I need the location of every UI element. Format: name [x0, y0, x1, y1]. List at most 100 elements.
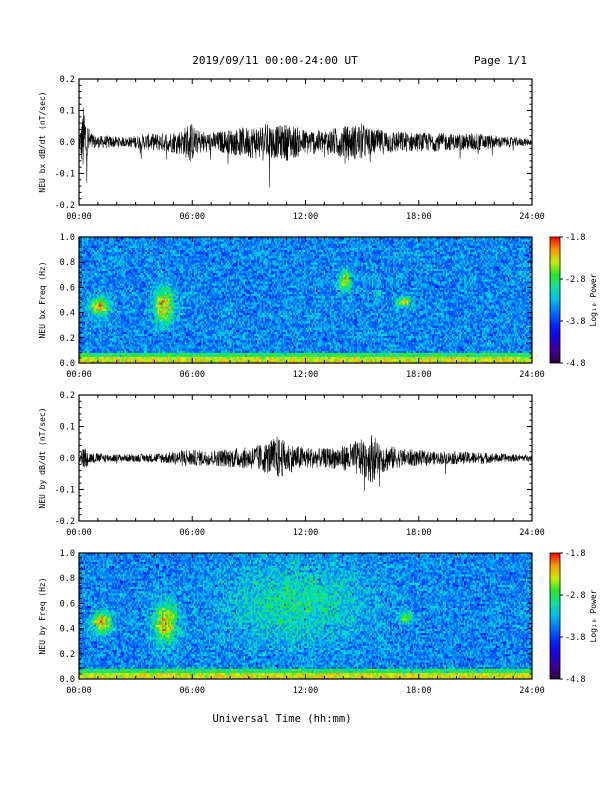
spectrogram-cell — [127, 300, 130, 303]
spectrogram-cell — [124, 297, 127, 301]
spectrogram-cell — [122, 247, 125, 250]
spectrogram-cell — [140, 247, 143, 250]
spectrogram-cell — [130, 297, 133, 301]
spectrogram-cell — [124, 342, 127, 345]
spectrogram-cell — [104, 314, 107, 318]
spectrogram-cell — [95, 281, 98, 284]
spectrogram-cell — [80, 251, 83, 255]
spectrogram-cell — [85, 245, 87, 248]
spectrogram-cell — [98, 323, 101, 326]
spectrogram-cell — [98, 327, 101, 330]
spectrogram-cell — [125, 339, 128, 343]
spectrogram-cell — [116, 331, 119, 334]
spectrogram-cell — [127, 264, 130, 267]
spectrogram-cell — [112, 323, 115, 326]
spectrogram-cell — [88, 251, 90, 255]
spectrogram-cell — [101, 325, 104, 328]
spectrogram-cell — [122, 241, 125, 244]
spectrogram-cell — [127, 327, 130, 330]
spectrogram-cell — [83, 304, 86, 307]
spectrogram-cell — [140, 346, 143, 349]
spectrogram-cell — [113, 304, 116, 307]
spectrogram-cell — [88, 255, 90, 259]
spectrogram-cell — [80, 344, 83, 347]
spectrogram-cell — [119, 255, 122, 259]
spectrogram-cell — [127, 354, 130, 358]
spectrogram-cell — [127, 255, 130, 259]
spectrogram-cell — [130, 245, 133, 248]
spectrogram-cell — [125, 255, 128, 259]
spectrogram-cell — [79, 352, 81, 355]
spectrogram-cell — [115, 270, 118, 274]
spectrogram-cell — [112, 337, 115, 341]
spectrogram-cell — [115, 295, 118, 299]
spectrogram-cell — [107, 318, 110, 322]
spectrogram-cell — [142, 237, 145, 240]
spectrogram-cell — [122, 329, 125, 332]
spectrogram-cell — [124, 318, 127, 322]
spectrogram-cell — [142, 272, 145, 276]
spectrogram-cell — [122, 342, 125, 345]
spectrogram-cell — [112, 331, 115, 334]
spectrogram-cell — [139, 245, 142, 248]
spectrogram-cell — [107, 346, 110, 349]
spectrogram-cell — [101, 291, 104, 295]
spectrogram-cell — [86, 262, 89, 265]
spectrogram-cell — [88, 268, 90, 271]
spectrogram-cell — [100, 253, 103, 257]
spectrogram-cell — [134, 348, 137, 351]
spectrogram-cell — [142, 295, 145, 299]
spectrogram-cell — [124, 356, 127, 360]
spectrogram-cell — [113, 312, 116, 316]
spectrogram-cell — [128, 354, 131, 358]
spectrogram-cell — [136, 291, 139, 295]
spectrogram-cell — [85, 316, 87, 320]
spectrogram-cell — [142, 241, 145, 244]
spectrogram-cell — [128, 358, 131, 362]
spectrogram-cell — [95, 342, 98, 345]
spectrogram-cell — [145, 251, 148, 255]
spectrogram-cell — [122, 352, 125, 355]
spectrogram-cell — [124, 360, 127, 364]
spectrogram-cell — [140, 249, 143, 253]
spectrogram-cell — [118, 356, 121, 360]
spectrogram-cell — [137, 304, 140, 307]
spectrogram-cell — [98, 241, 101, 244]
spectrogram-cell — [82, 291, 84, 295]
spectrogram-cell — [136, 318, 139, 322]
spectrogram-cell — [89, 237, 92, 240]
spectrogram-cell — [115, 266, 118, 269]
spectrogram-cell — [134, 331, 137, 334]
spectrogram-cell — [92, 314, 95, 318]
spectrogram-cell — [116, 283, 119, 286]
spectrogram-cell — [136, 306, 139, 309]
spectrogram-cell — [103, 293, 106, 297]
spectrogram-cell — [119, 325, 122, 328]
spectrogram-cell — [128, 300, 131, 303]
spectrogram-cell — [109, 318, 112, 322]
spectrogram-cell — [95, 274, 98, 278]
spectrogram-cell — [109, 281, 112, 284]
spectrogram-cell — [94, 321, 97, 324]
spectrogram-cell — [103, 253, 106, 257]
spectrogram-cell — [118, 249, 121, 253]
spectrogram-cell — [134, 337, 137, 341]
spectrogram-cell — [110, 289, 113, 292]
spectrogram-cell — [133, 335, 136, 339]
spectrogram-cell — [139, 237, 142, 240]
spectrogram-cell — [89, 249, 92, 253]
spectrogram-cell — [100, 283, 103, 286]
spectrogram-cell — [100, 285, 103, 288]
spectrogram-cell — [110, 310, 113, 313]
spectrogram-cell — [122, 293, 125, 297]
spectrogram-cell — [110, 237, 113, 240]
spectrogram-cell — [97, 300, 100, 303]
spectrogram-cell — [136, 270, 139, 274]
spectrogram-cell — [143, 329, 146, 332]
spectrogram-cell — [118, 321, 121, 324]
spectrogram-cell — [83, 354, 86, 358]
spectrogram-cell — [116, 314, 119, 318]
spectrogram-cell — [146, 297, 149, 301]
spectrogram-cell — [98, 243, 101, 246]
